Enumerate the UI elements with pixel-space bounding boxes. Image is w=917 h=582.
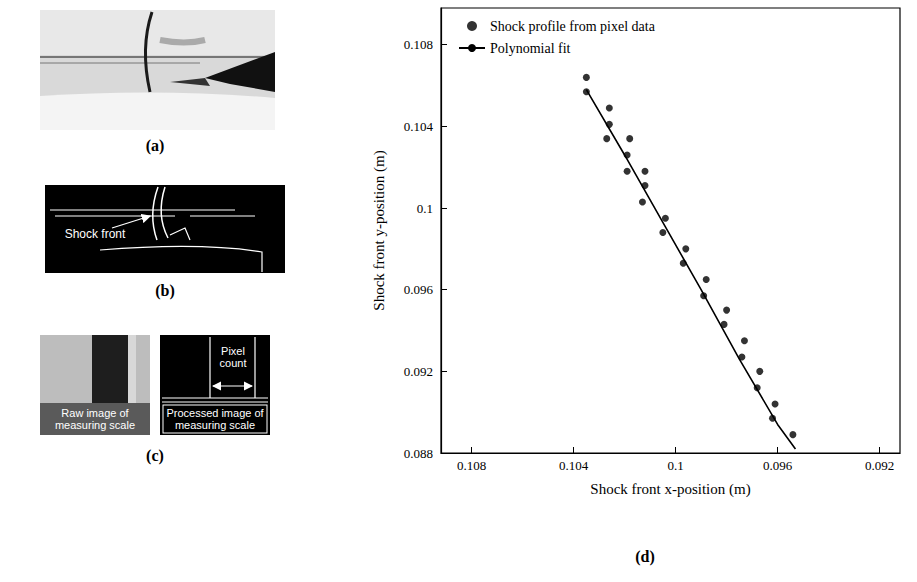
svg-text:0.096: 0.096 bbox=[404, 282, 434, 297]
svg-text:Shock front x-position (m): Shock front x-position (m) bbox=[590, 481, 750, 498]
html-text:(a): (a) bbox=[145, 137, 165, 154]
svg-text:Shock front y-position (m): Shock front y-position (m) bbox=[371, 150, 388, 310]
html-text:(b): (b) bbox=[155, 282, 175, 299]
svg-text:Shock profile from pixel data: Shock profile from pixel data bbox=[490, 19, 656, 34]
html-text:(d): (d) bbox=[635, 548, 655, 565]
svg-text:0.096: 0.096 bbox=[763, 458, 793, 473]
html-text:Shock front: Shock front bbox=[64, 227, 126, 241]
svg-text:0.108: 0.108 bbox=[404, 37, 433, 52]
svg-text:0.108: 0.108 bbox=[457, 458, 486, 473]
svg-text:0.104: 0.104 bbox=[404, 119, 434, 134]
svg-text:0.104: 0.104 bbox=[559, 458, 589, 473]
svg-text:0.1: 0.1 bbox=[667, 458, 683, 473]
html-text:(c): (c) bbox=[146, 447, 164, 464]
html-text:Processed image of measuring s: Processed image of measuring scale bbox=[166, 407, 264, 431]
html-text:Pixel count: Pixel count bbox=[219, 345, 247, 369]
svg-text:0.088: 0.088 bbox=[404, 446, 433, 461]
svg-text:0.1: 0.1 bbox=[417, 201, 433, 216]
html-text:Raw image of measuring scale: Raw image of measuring scale bbox=[55, 407, 135, 431]
svg-text:0.092: 0.092 bbox=[865, 458, 894, 473]
svg-text:0.092: 0.092 bbox=[404, 364, 433, 379]
svg-text:Polynomial fit: Polynomial fit bbox=[490, 41, 571, 56]
